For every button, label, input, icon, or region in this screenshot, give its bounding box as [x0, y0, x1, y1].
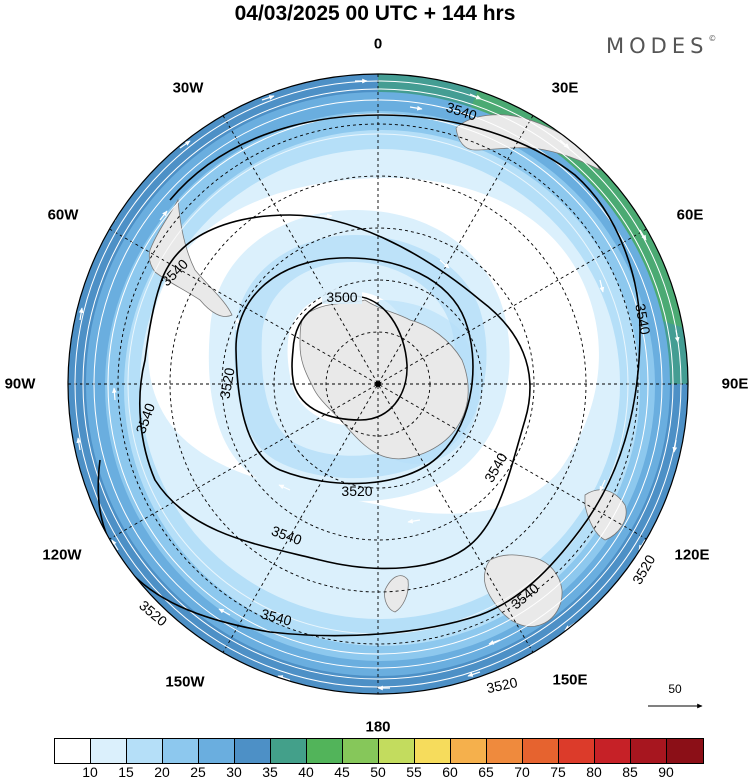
lon-label-150e: 150E: [552, 671, 588, 689]
colorbar-label: 85: [622, 764, 638, 780]
lon-label-120e: 120E: [674, 546, 710, 564]
lon-label-180: 180: [365, 718, 391, 736]
colorbar-swatch: [343, 739, 379, 763]
colorbar-label: 50: [370, 764, 386, 780]
wind-band-45: [470, 84, 688, 330]
contour-label-3520-bottom: 3520: [485, 674, 519, 696]
colorbar-label: 55: [406, 764, 422, 780]
colorbar-label: 90: [658, 764, 674, 780]
contour-3540-outer: [97, 114, 641, 637]
colorbar-label: 65: [478, 764, 494, 780]
colorbar-swatch: [307, 739, 343, 763]
colorbar-label: 80: [586, 764, 602, 780]
colorbar-swatch: [523, 739, 559, 763]
lon-label-150w: 150W: [165, 673, 205, 691]
colorbar-swatch: [271, 739, 307, 763]
colorbar: [54, 738, 704, 764]
colorbar-label: 15: [118, 764, 134, 780]
graticule: [68, 74, 688, 694]
colorbar-label: 25: [190, 764, 206, 780]
map-title: 04/03/2025 00 UTC + 144 hrs: [234, 2, 516, 25]
colorbar-label: 60: [442, 764, 458, 780]
colorbar-swatch: [631, 739, 667, 763]
colorbar-label: 40: [298, 764, 314, 780]
colorbar-swatch: [559, 739, 595, 763]
map-boundary: [67, 73, 689, 695]
colorbar-label: 35: [262, 764, 278, 780]
colorbar-swatch: [667, 739, 703, 763]
colorbar-swatch: [415, 739, 451, 763]
colorbar-label: 70: [514, 764, 530, 780]
contour-label-3520-south: 3520: [341, 483, 372, 499]
lon-label-60w: 60W: [47, 206, 79, 224]
colorbar-swatch: [487, 739, 523, 763]
lon-label-0: 0: [373, 35, 383, 53]
contour-3540: [139, 214, 531, 570]
colorbar-label: 20: [154, 764, 170, 780]
colorbar-swatch: [199, 739, 235, 763]
copyright-mark: ©: [708, 34, 717, 43]
colorbar-swatch: [91, 739, 127, 763]
brand-logo: MODES©: [606, 34, 716, 58]
colorbar-label: 75: [550, 764, 566, 780]
colorbar-swatch: [379, 739, 415, 763]
contour-label-3540-south: 3540: [259, 605, 293, 629]
lon-label-30e: 30E: [551, 79, 579, 97]
reference-vector-value: 50: [668, 682, 682, 696]
colorbar-label: 30: [226, 764, 242, 780]
brand-name: MODES: [606, 34, 709, 58]
lon-label-120w: 120W: [42, 546, 82, 564]
colorbar-label: 10: [82, 764, 98, 780]
colorbar-swatch: [451, 739, 487, 763]
south-pole-marker: [375, 381, 381, 387]
colorbar-labels: 10 15 20 25 30 35 40 45 50 55 60 65 70 75 80 85 90: [54, 764, 714, 782]
contour-label-3500: 3500: [326, 289, 357, 305]
contour-label-3520-west: 3520: [216, 366, 237, 400]
colorbar-swatch: [163, 739, 199, 763]
colorbar-swatch: [595, 739, 631, 763]
lon-label-30w: 30W: [172, 79, 204, 97]
lon-label-60e: 60E: [676, 206, 704, 224]
contour-3520: [235, 257, 474, 485]
new-zealand-land: [384, 575, 409, 613]
lon-label-90e: 90E: [721, 375, 749, 393]
colorbar-swatch: [55, 739, 91, 763]
colorbar-label: 45: [334, 764, 350, 780]
lon-label-90w: 90W: [4, 375, 36, 393]
contour-label-3540-east: 3540: [632, 302, 653, 336]
reference-vector: 50: [645, 682, 705, 696]
colorbar-swatch: [127, 739, 163, 763]
colorbar-swatch: [235, 739, 271, 763]
